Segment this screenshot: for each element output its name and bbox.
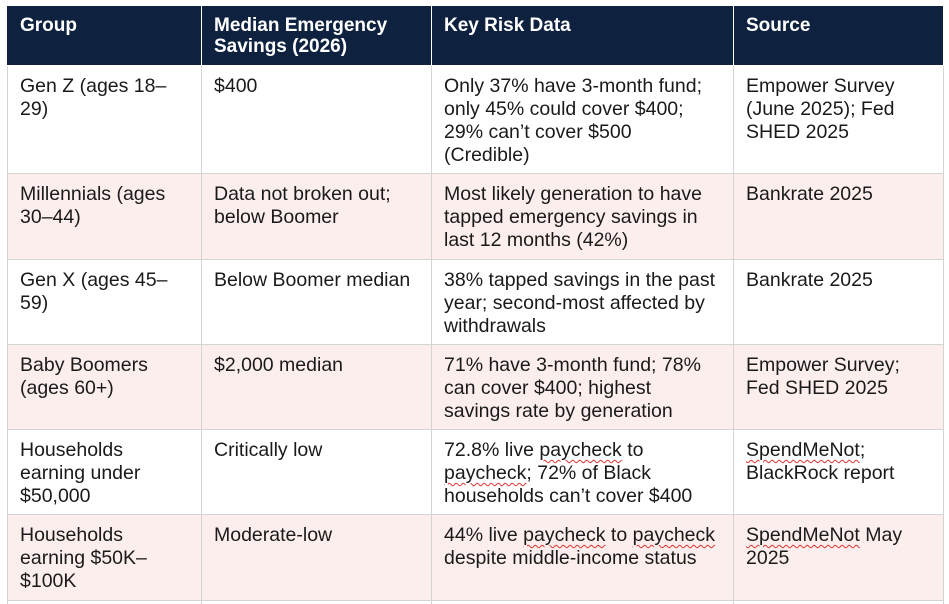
cell-source: Bankrate 2025 [733, 259, 944, 345]
cell-group: Households earning $50K–$100K [7, 514, 202, 601]
table-row: Gen Z (ages 18–29) $400 Only 37% have 3-… [7, 65, 944, 174]
cell-group: Households earning under $50,000 [7, 429, 202, 515]
cell-group: Millennials (ages 30–44) [7, 173, 202, 260]
spellcheck-word: SpendMeNot [746, 439, 860, 461]
cell-risk: 72.8% live paycheck to paycheck; 72% of … [431, 429, 734, 515]
cell-empty [431, 600, 734, 604]
cell-empty [733, 600, 944, 604]
cell-median: Critically low [201, 429, 432, 515]
cell-risk: 71% have 3-month fund; 78% can cover $40… [431, 344, 734, 430]
header-median-savings: Median Emergency Savings (2026) [201, 5, 432, 66]
table-row-partial [7, 600, 944, 604]
risk-text: 72.8% live [444, 439, 540, 461]
header-row: Group Median Emergency Savings (2026) Ke… [7, 5, 944, 66]
cell-risk: 44% live paycheck to paycheck despite mi… [431, 514, 734, 601]
risk-text: to [605, 524, 633, 546]
source-text: ; BlackRock report [746, 439, 895, 484]
cell-source: SpendMeNot; BlackRock report [733, 429, 944, 515]
spellcheck-word: SpendMeNot [746, 524, 860, 546]
cell-median: Moderate-low [201, 514, 432, 601]
cell-source: SpendMeNot May 2025 [733, 514, 944, 601]
cell-median: $400 [201, 65, 432, 174]
header-group: Group [7, 5, 202, 66]
table-row: Households earning under $50,000 Critica… [7, 429, 944, 515]
cell-median: $2,000 median [201, 344, 432, 430]
cell-group: Gen X (ages 45–59) [7, 259, 202, 345]
spellcheck-word: paycheck [444, 462, 527, 484]
cell-risk: Most likely generation to have tapped em… [431, 173, 734, 260]
risk-text: despite middle-income status [444, 547, 697, 569]
cell-source: Bankrate 2025 [733, 173, 944, 260]
risk-text: to [621, 439, 644, 461]
cell-risk: Only 37% have 3-month fund; only 45% cou… [431, 65, 734, 174]
risk-text: 44% live [444, 524, 524, 546]
risk-text: ; 72% of Black households can’t cover $4… [444, 462, 693, 507]
table-row: Millennials (ages 30–44) Data not broken… [7, 173, 944, 260]
cell-empty [201, 600, 432, 604]
table-row: Gen X (ages 45–59) Below Boomer median 3… [7, 259, 944, 345]
cell-median: Below Boomer median [201, 259, 432, 345]
cell-empty [7, 600, 202, 604]
spellcheck-word: paycheck [632, 524, 716, 546]
spellcheck-word: paycheck [523, 524, 606, 546]
header-source: Source [733, 5, 944, 66]
header-key-risk-data: Key Risk Data [431, 5, 734, 66]
table-row: Baby Boomers (ages 60+) $2,000 median 71… [7, 344, 944, 430]
cell-source: Empower Survey; Fed SHED 2025 [733, 344, 944, 430]
spellcheck-word: paycheck [539, 439, 622, 461]
cell-group: Baby Boomers (ages 60+) [7, 344, 202, 430]
cell-group: Gen Z (ages 18–29) [7, 65, 202, 174]
cell-source: Empower Survey (June 2025); Fed SHED 202… [733, 65, 944, 174]
cell-median: Data not broken out; below Boomer [201, 173, 432, 260]
table-row: Households earning $50K–$100K Moderate-l… [7, 514, 944, 601]
cell-risk: 38% tapped savings in the past year; sec… [431, 259, 734, 345]
source-text: May 2025 [746, 524, 903, 569]
emergency-savings-table: Group Median Emergency Savings (2026) Ke… [7, 5, 944, 604]
